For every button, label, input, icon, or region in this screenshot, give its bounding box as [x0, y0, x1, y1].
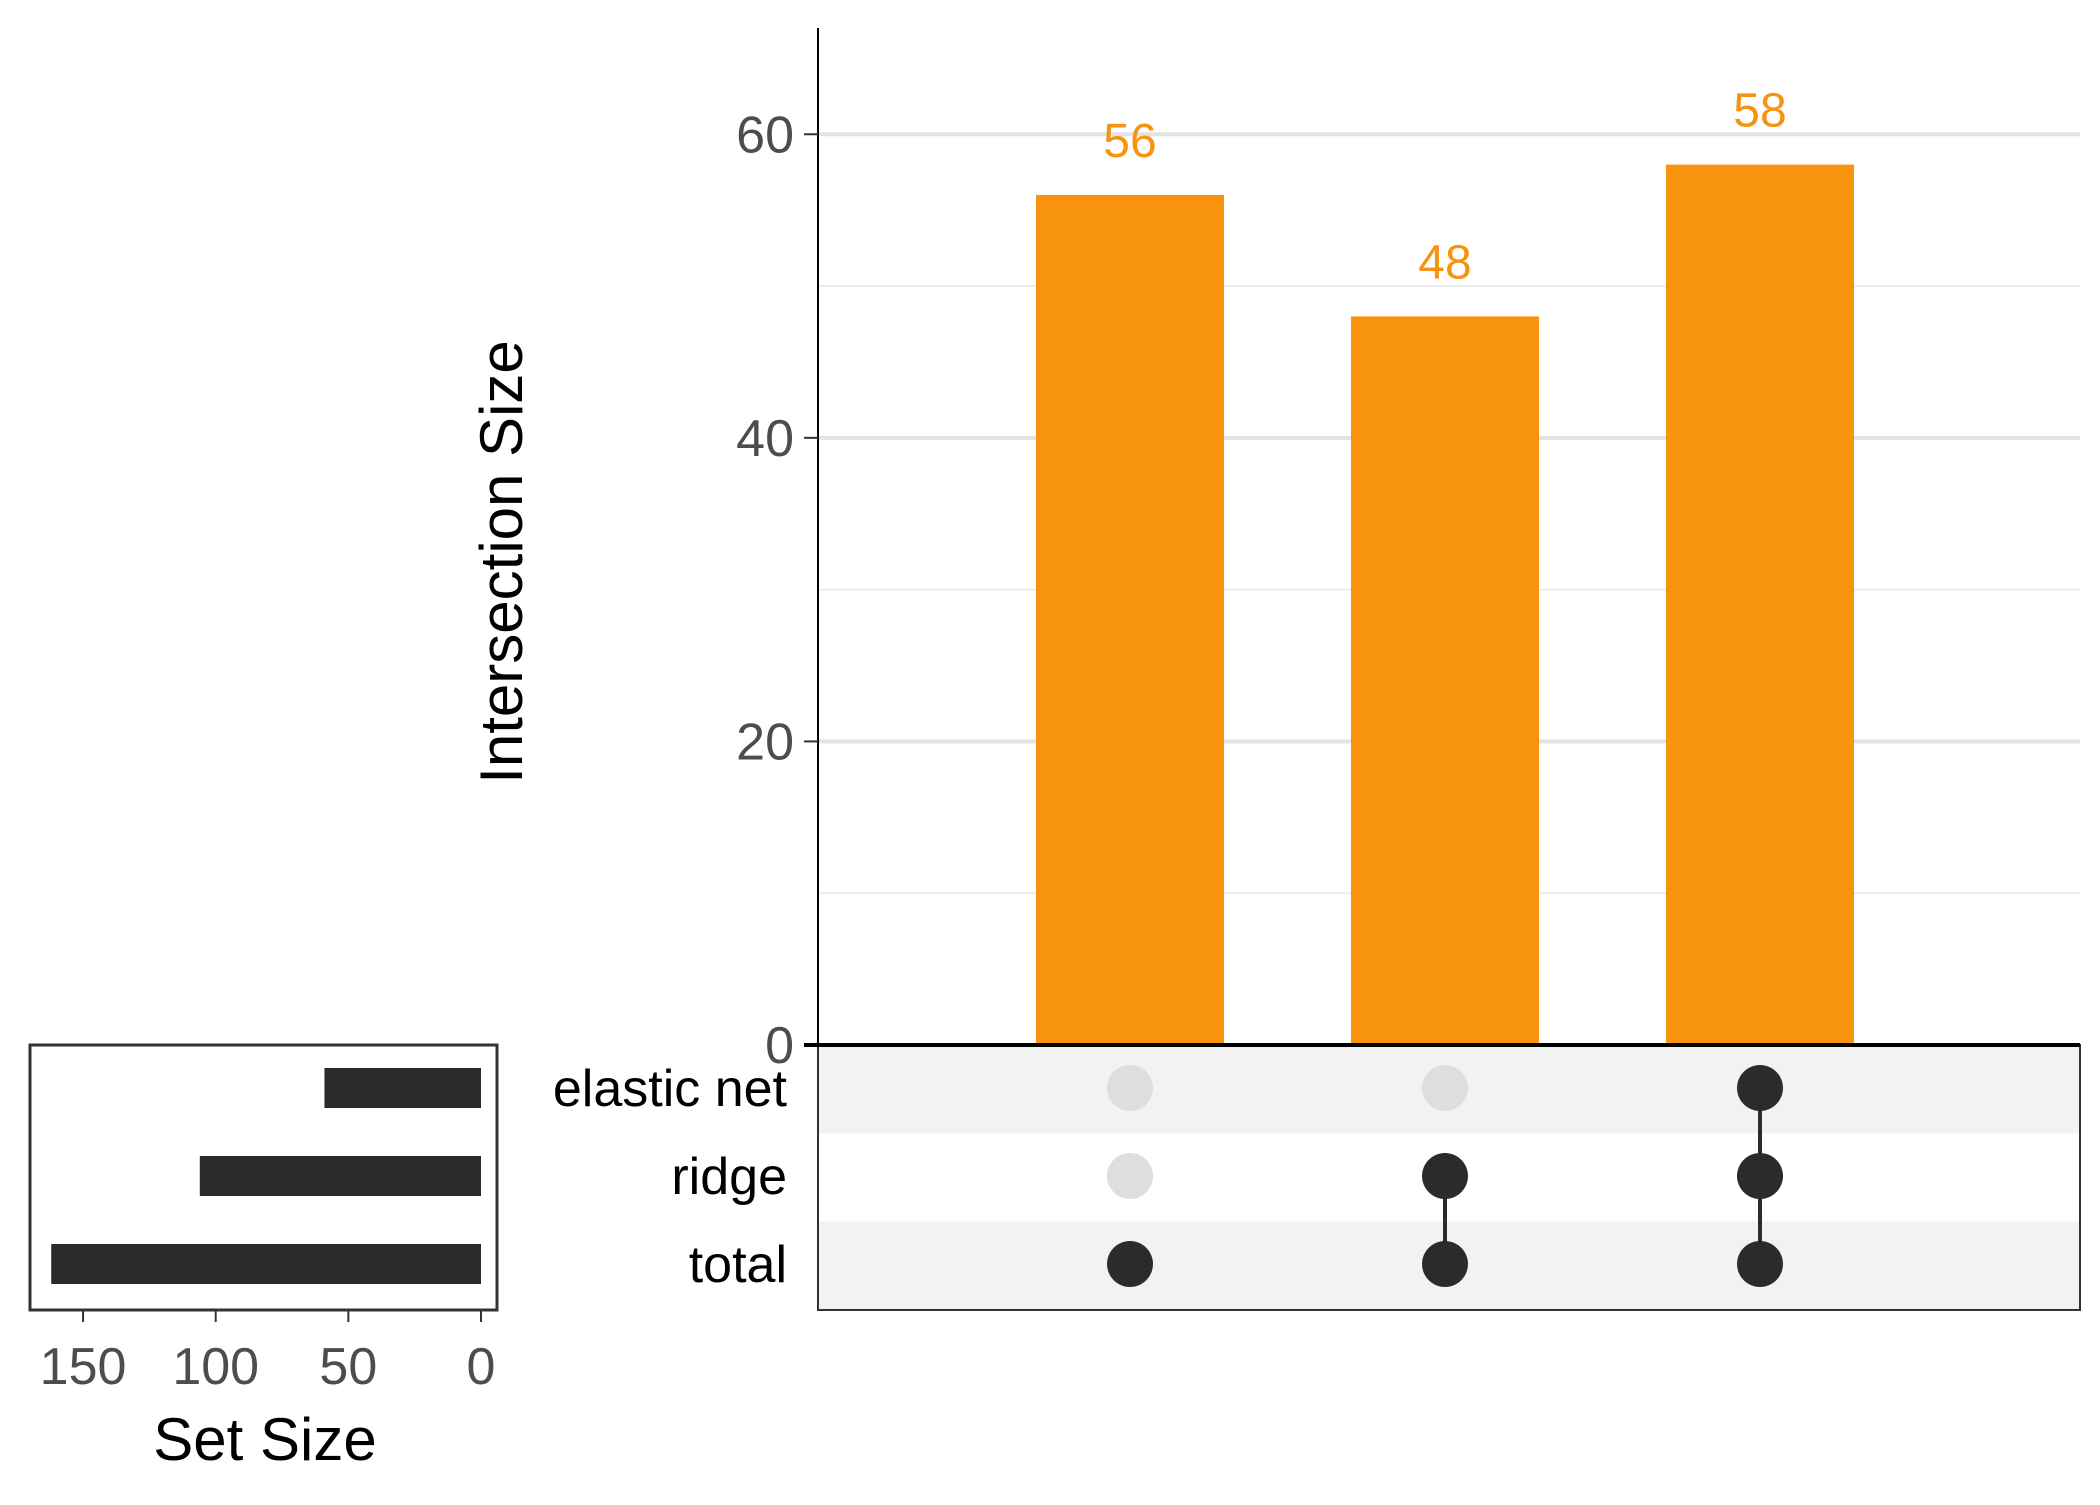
set-label-ridge: ridge: [671, 1148, 787, 1206]
matrix-dot-3-total: [1737, 1241, 1783, 1287]
x-tick-label-0: 0: [467, 1338, 496, 1396]
set-label-elastic-net: elastic net: [553, 1060, 788, 1118]
y-tick-label-40: 40: [736, 410, 794, 468]
set-size-frame: [28, 1043, 499, 1312]
x-tick-label-50: 50: [319, 1338, 377, 1396]
bar-value-label-2: 48: [1418, 236, 1471, 289]
set-size-bar-total: [51, 1244, 481, 1284]
matrix-dot-2-total: [1422, 1241, 1468, 1287]
bar-value-label-3: 58: [1733, 85, 1786, 138]
matrix-dot-2-ridge: [1422, 1153, 1468, 1199]
bar-value-label-1: 56: [1103, 115, 1156, 168]
set-size-bar-ridge: [199, 1156, 481, 1196]
matrix-dot-3-elastic-net: [1737, 1065, 1783, 1111]
intersection-bar-3: [1666, 164, 1854, 1045]
intersection-bar-2: [1351, 316, 1539, 1046]
matrix-dot-1-ridge: [1107, 1153, 1153, 1199]
y-tick-label-20: 20: [736, 713, 794, 771]
set-label-total: total: [689, 1236, 787, 1294]
matrix-dot-1-elastic-net: [1107, 1065, 1153, 1111]
y-axis-title: Intersection Size: [468, 340, 535, 784]
x-axis-title: Set Size: [153, 1406, 376, 1473]
y-tick-label-0: 0: [765, 1017, 794, 1075]
x-tick-label-100: 100: [172, 1338, 259, 1396]
matrix-dot-2-elastic-net: [1422, 1065, 1468, 1111]
x-tick-label-150: 150: [40, 1338, 127, 1396]
matrix-dot-1-total: [1107, 1241, 1153, 1287]
y-tick-label-60: 60: [736, 106, 794, 164]
intersection-bar-1: [1036, 194, 1224, 1045]
set-size-bar-elastic-net: [324, 1068, 481, 1108]
matrix-dot-3-ridge: [1737, 1153, 1783, 1199]
